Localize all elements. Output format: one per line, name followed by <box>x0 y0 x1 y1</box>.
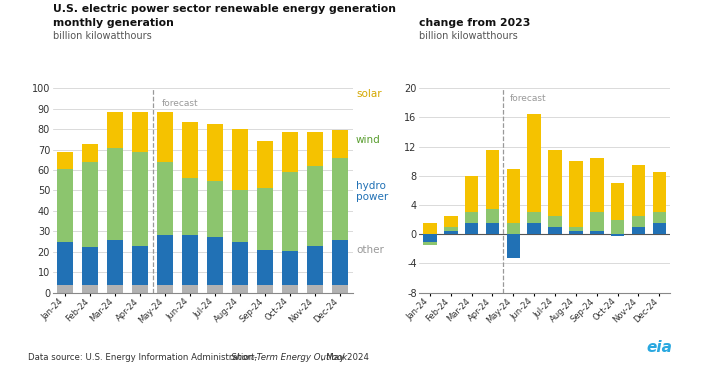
Bar <box>332 286 348 293</box>
Bar <box>182 178 198 236</box>
Bar <box>507 169 520 223</box>
Text: eia: eia <box>646 340 672 355</box>
Bar <box>632 216 645 227</box>
Bar <box>569 227 582 231</box>
Bar <box>207 237 223 286</box>
Bar <box>257 188 274 250</box>
Bar <box>132 152 148 245</box>
Bar <box>282 172 298 251</box>
Bar <box>507 223 520 234</box>
Bar <box>282 251 298 286</box>
Bar <box>157 286 173 293</box>
Text: forecast: forecast <box>510 94 547 103</box>
Bar <box>182 236 198 286</box>
Bar <box>57 152 73 169</box>
Bar <box>653 223 666 234</box>
Bar <box>527 212 541 223</box>
Bar <box>590 231 603 234</box>
Bar <box>332 240 348 286</box>
Bar <box>444 231 458 234</box>
Bar <box>486 209 499 223</box>
Bar <box>569 231 582 234</box>
Bar <box>486 150 499 209</box>
Bar <box>548 216 562 227</box>
Bar <box>332 130 348 158</box>
Bar <box>82 247 99 286</box>
Bar <box>307 166 323 245</box>
Bar <box>611 220 625 234</box>
Bar <box>257 250 274 286</box>
Text: Data source: U.S. Energy Information Administration,: Data source: U.S. Energy Information Adm… <box>28 353 259 362</box>
Text: monthly generation: monthly generation <box>53 18 173 28</box>
Text: Short-Term Energy Outlook: Short-Term Energy Outlook <box>231 353 348 362</box>
Bar <box>207 286 223 293</box>
Bar <box>590 212 603 231</box>
Bar <box>527 114 541 212</box>
Bar <box>653 212 666 223</box>
Text: forecast: forecast <box>161 99 198 107</box>
Bar <box>282 286 298 293</box>
Bar <box>232 129 248 191</box>
Bar <box>423 241 436 245</box>
Bar <box>307 132 323 166</box>
Text: , May 2024: , May 2024 <box>321 353 369 362</box>
Bar <box>307 245 323 286</box>
Bar <box>569 161 582 227</box>
Bar <box>548 150 562 216</box>
Bar <box>57 286 73 293</box>
Bar <box>232 191 248 241</box>
Bar <box>132 286 148 293</box>
Bar <box>307 286 323 293</box>
Bar <box>157 112 173 162</box>
Bar <box>444 216 458 227</box>
Bar <box>423 223 436 234</box>
Bar <box>107 240 123 286</box>
Text: change from 2023: change from 2023 <box>419 18 531 28</box>
Bar <box>632 165 645 216</box>
Bar <box>182 122 198 178</box>
Bar <box>57 241 73 286</box>
Bar <box>82 145 99 162</box>
Bar <box>132 112 148 152</box>
Text: U.S. electric power sector renewable energy generation: U.S. electric power sector renewable ene… <box>53 4 396 14</box>
Text: billion kilowatthours: billion kilowatthours <box>53 31 152 41</box>
Text: hydro
power: hydro power <box>356 181 388 202</box>
Bar <box>132 245 148 286</box>
Text: billion kilowatthours: billion kilowatthours <box>419 31 518 41</box>
Text: wind: wind <box>356 135 381 145</box>
Bar <box>207 124 223 181</box>
Bar <box>257 141 274 188</box>
Bar <box>465 212 479 223</box>
Bar <box>232 241 248 286</box>
Bar <box>107 148 123 240</box>
Bar <box>507 234 520 258</box>
Bar <box>632 227 645 234</box>
Bar <box>332 158 348 240</box>
Bar <box>465 176 479 212</box>
Text: other: other <box>356 245 384 255</box>
Bar <box>548 227 562 234</box>
Bar <box>423 234 436 241</box>
Text: solar: solar <box>356 89 381 99</box>
Bar <box>82 286 99 293</box>
Bar <box>182 286 198 293</box>
Bar <box>107 112 123 148</box>
Bar <box>157 162 173 236</box>
Bar <box>653 172 666 212</box>
Bar <box>465 223 479 234</box>
Bar <box>282 132 298 172</box>
Bar <box>611 234 625 236</box>
Bar <box>527 223 541 234</box>
Bar <box>486 223 499 234</box>
Bar <box>107 286 123 293</box>
Bar <box>57 169 73 241</box>
Bar <box>82 162 99 247</box>
Bar <box>232 286 248 293</box>
Bar <box>444 227 458 231</box>
Bar <box>157 236 173 286</box>
Bar <box>611 183 625 220</box>
Bar <box>590 158 603 212</box>
Bar <box>207 181 223 237</box>
Bar <box>257 286 274 293</box>
